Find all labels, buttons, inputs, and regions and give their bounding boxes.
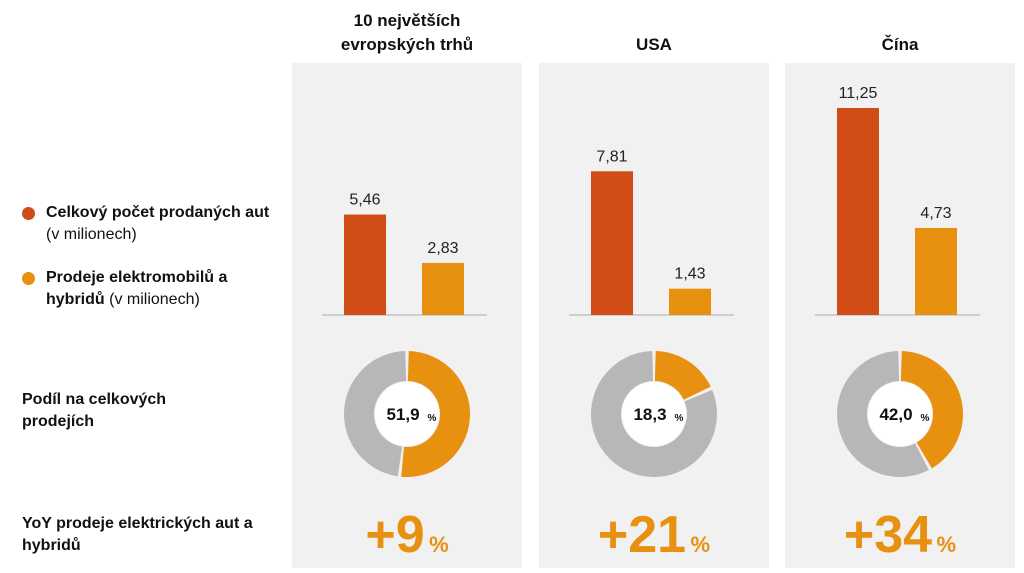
bar-europe-total — [344, 214, 386, 315]
bar-label-usa-ev: 1,43 — [674, 266, 705, 283]
yoy-value-china: +34 — [843, 506, 933, 564]
column-title-usa: USA — [636, 35, 672, 54]
bar-usa-ev — [669, 288, 711, 315]
legend-unit-total: (v milionech) — [46, 226, 137, 243]
donut-center-china — [868, 382, 932, 446]
bar-label-europe-ev: 2,83 — [427, 240, 458, 257]
column-title-europe: 10 největších evropských trhů — [340, 11, 474, 54]
legend-label-ev: Prodeje elektromobilů a hybridů — [46, 269, 228, 308]
bar-usa-total — [591, 171, 633, 315]
legend-dot-ev — [22, 272, 35, 285]
legend-item-ev: Prodeje elektromobilů a hybridů (v milio… — [22, 267, 272, 311]
donut-percent-china: % — [921, 413, 930, 424]
bar-china-ev — [915, 227, 957, 315]
donut-label-usa: 18,3 — [633, 405, 666, 424]
donut-slice-ev-china — [900, 351, 964, 469]
bar-label-china-total: 11,25 — [839, 85, 878, 102]
legend-dot-total — [22, 207, 35, 220]
yoy-percent-china: % — [936, 532, 957, 557]
row-label-share: Podíl na celkových prodejích — [22, 391, 167, 430]
bar-label-usa-total: 7,81 — [596, 148, 627, 165]
yoy-value-usa: +21 — [597, 506, 687, 564]
donut-percent-usa: % — [675, 413, 684, 424]
donut-slice-rest-europe — [344, 351, 407, 477]
donut-slice-rest-usa — [591, 351, 718, 478]
yoy-usa: +21 % — [539, 505, 769, 565]
yoy-percent-usa: % — [690, 532, 711, 557]
row-label-yoy: YoY prodeje elektrických aut a hybridů — [22, 515, 253, 554]
bar-label-china-ev: 4,73 — [920, 205, 951, 222]
bar-europe-ev — [422, 262, 464, 315]
donut-slice-ev-europe — [401, 351, 471, 478]
yoy-value-europe: +9 — [365, 506, 425, 564]
donut-center-europe — [375, 382, 439, 446]
yoy-europe: +9 % — [292, 505, 522, 565]
donut-percent-europe: % — [428, 413, 437, 424]
yoy-china: +34 % — [785, 505, 1015, 565]
yoy-percent-europe: % — [429, 532, 449, 557]
legend-label-total: Celkový počet prodaných aut — [46, 204, 270, 221]
donut-slice-rest-china — [836, 351, 929, 478]
donut-slice-ev-usa — [654, 351, 711, 400]
donut-label-europe: 51,9 — [386, 405, 419, 424]
donut-label-china: 42,0 — [879, 405, 912, 424]
bar-label-europe-total: 5,46 — [349, 192, 380, 209]
bar-china-total — [837, 108, 879, 315]
donut-center-usa — [622, 382, 686, 446]
legend-item-total: Celkový počet prodaných aut (v milionech… — [22, 202, 282, 246]
column-title-china: Čína — [881, 35, 919, 54]
legend-unit-ev: (v milionech) — [104, 291, 200, 308]
